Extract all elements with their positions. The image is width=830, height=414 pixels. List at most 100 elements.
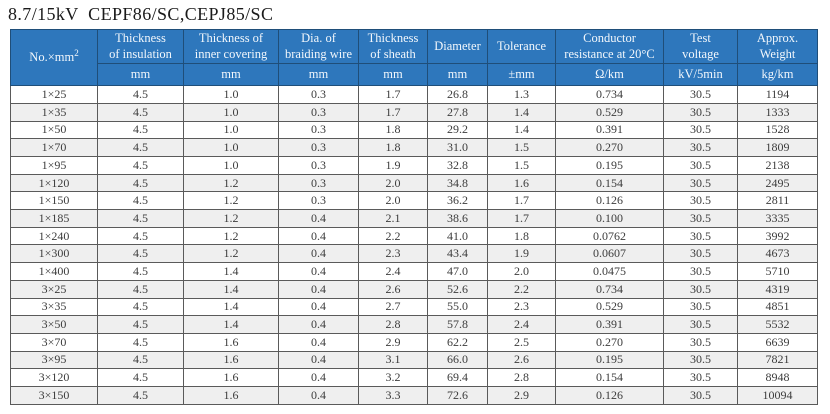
table-row: 1×25 4.5 1.0 0.3 1.7 26.8 1.3 0.734 30.5 1194 <box>10 85 818 104</box>
column-unit: mm <box>183 63 279 87</box>
data-cell: 0.4 <box>278 226 359 246</box>
data-cell: 30.5 <box>663 85 738 104</box>
data-cell: 1.4 <box>487 102 556 122</box>
data-cell: 1528 <box>737 120 818 140</box>
size-cell: 1×25 <box>10 85 98 104</box>
data-cell: 27.8 <box>427 102 488 122</box>
data-cell: 2.0 <box>487 262 556 281</box>
data-cell: 30.5 <box>663 102 738 122</box>
table-row: 1×70 4.5 1.0 0.3 1.8 31.0 1.5 0.270 30.5 1809 <box>10 138 818 157</box>
data-cell: 0.4 <box>278 332 359 352</box>
data-cell: 2.9 <box>487 385 556 405</box>
data-cell: 30.5 <box>663 332 738 352</box>
size-cell: 1×240 <box>10 226 98 246</box>
data-cell: 1.2 <box>183 191 279 211</box>
data-cell: 0.4 <box>278 209 359 228</box>
data-cell: 2.9 <box>358 332 428 352</box>
data-cell: 4.5 <box>97 279 184 299</box>
size-cell: 1×120 <box>10 173 98 193</box>
data-cell: 4.5 <box>97 226 184 246</box>
data-cell: 2.3 <box>487 297 556 317</box>
header-unit-row: mm mm mm mm mm ±mm Ω/km kV/5min kg/km <box>11 63 818 87</box>
data-cell: 0.4 <box>278 244 359 264</box>
data-cell: 2.0 <box>358 191 428 211</box>
table-row: 3×25 4.5 1.4 0.4 2.6 52.6 2.2 0.734 30.5 4319 <box>10 279 818 299</box>
data-cell: 2138 <box>737 156 818 175</box>
data-cell: 4319 <box>737 279 818 299</box>
data-cell: 4.5 <box>97 120 184 140</box>
column-header: Thickness of inner covering <box>183 28 279 65</box>
size-column-label-sup: 2 <box>74 47 79 58</box>
data-cell: 2.4 <box>487 315 556 334</box>
data-cell: 0.529 <box>555 102 664 122</box>
data-cell: 1.4 <box>183 297 279 317</box>
data-cell: 1.4 <box>183 262 279 281</box>
data-cell: 4673 <box>737 244 818 264</box>
data-cell: 4.5 <box>97 209 184 228</box>
data-cell: 57.8 <box>427 315 488 334</box>
size-cell: 1×50 <box>10 120 98 140</box>
table-row: 1×120 4.5 1.2 0.3 2.0 34.8 1.6 0.154 30.5 2495 <box>10 173 818 193</box>
data-cell: 1.2 <box>183 244 279 264</box>
size-cell: 1×300 <box>10 244 98 264</box>
data-cell: 4.5 <box>97 385 184 405</box>
data-cell: 2.8 <box>358 315 428 334</box>
data-cell: 41.0 <box>427 226 488 246</box>
data-cell: 72.6 <box>427 385 488 405</box>
data-cell: 32.8 <box>427 156 488 175</box>
data-cell: 1.4 <box>183 279 279 299</box>
data-cell: 1.5 <box>487 156 556 175</box>
size-cell: 1×185 <box>10 209 98 228</box>
data-cell: 30.5 <box>663 209 738 228</box>
column-unit: Ω/km <box>555 63 664 87</box>
data-cell: 2.6 <box>358 279 428 299</box>
data-cell: 2.3 <box>358 244 428 264</box>
size-cell: 1×95 <box>10 156 98 175</box>
data-cell: 3.2 <box>358 368 428 387</box>
column-unit: mm <box>97 63 184 87</box>
data-cell: 0.4 <box>278 315 359 334</box>
table-row: 3×120 4.5 1.6 0.4 3.2 69.4 2.8 0.154 30.5 8948 <box>10 368 818 387</box>
column-header: Diameter <box>427 28 488 65</box>
data-cell: 1.6 <box>487 173 556 193</box>
data-cell: 2.1 <box>358 209 428 228</box>
data-cell: 4.5 <box>97 315 184 334</box>
data-cell: 2.0 <box>358 173 428 193</box>
data-cell: 47.0 <box>427 262 488 281</box>
data-cell: 1.6 <box>183 368 279 387</box>
data-cell: 1.7 <box>487 191 556 211</box>
data-cell: 0.154 <box>555 368 664 387</box>
table-row: 1×150 4.5 1.2 0.3 2.0 36.2 1.7 0.126 30.5 2811 <box>10 191 818 211</box>
data-cell: 30.5 <box>663 368 738 387</box>
data-cell: 2.4 <box>358 262 428 281</box>
data-cell: 0.529 <box>555 297 664 317</box>
column-header: Thickness of insulation <box>97 28 184 65</box>
table-row: 1×300 4.5 1.2 0.4 2.3 43.4 1.9 0.0607 30.5 4673 <box>10 244 818 264</box>
data-cell: 2.2 <box>487 279 556 299</box>
data-cell: 2.8 <box>487 368 556 387</box>
data-cell: 1.5 <box>487 138 556 157</box>
data-cell: 4.5 <box>97 262 184 281</box>
data-cell: 4.5 <box>97 102 184 122</box>
table-row: 1×185 4.5 1.2 0.4 2.1 38.6 1.7 0.100 30.5 3335 <box>10 209 818 228</box>
data-cell: 2.5 <box>487 332 556 352</box>
data-cell: 0.3 <box>278 102 359 122</box>
table-row: 3×35 4.5 1.4 0.4 2.7 55.0 2.3 0.529 30.5 4851 <box>10 297 818 317</box>
data-cell: 1.8 <box>358 120 428 140</box>
data-cell: 1.0 <box>183 156 279 175</box>
data-cell: 1.2 <box>183 226 279 246</box>
data-cell: 30.5 <box>663 350 738 370</box>
data-cell: 2495 <box>737 173 818 193</box>
data-cell: 1.0 <box>183 102 279 122</box>
data-cell: 1.8 <box>487 226 556 246</box>
data-cell: 6639 <box>737 332 818 352</box>
data-cell: 30.5 <box>663 262 738 281</box>
data-cell: 0.100 <box>555 209 664 228</box>
column-header: Approx. Weight <box>737 28 818 65</box>
data-cell: 7821 <box>737 350 818 370</box>
data-cell: 52.6 <box>427 279 488 299</box>
column-header: Thickness of sheath <box>358 28 428 65</box>
data-cell: 4.5 <box>97 244 184 264</box>
data-cell: 4.5 <box>97 297 184 317</box>
data-cell: 0.391 <box>555 120 664 140</box>
